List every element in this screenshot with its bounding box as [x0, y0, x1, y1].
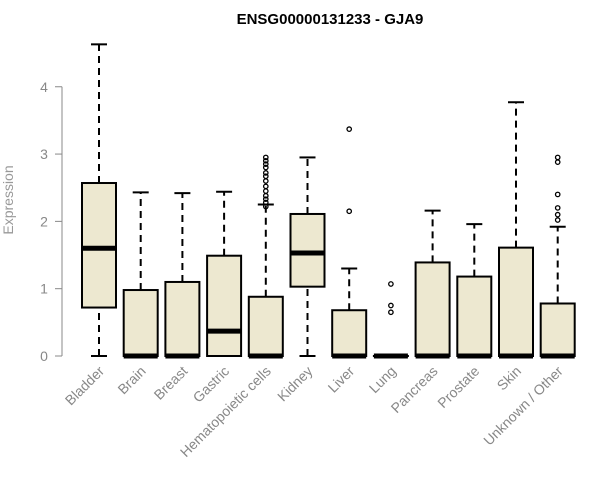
- x-tick-label: Unknown / Other: [480, 363, 566, 449]
- outlier-point: [262, 188, 269, 194]
- outlier-point: [346, 208, 353, 215]
- x-tick-label: Bladder: [62, 363, 108, 409]
- box-rect: [247, 295, 284, 358]
- y-axis-label: Expression: [0, 165, 16, 234]
- box-rect: [122, 289, 159, 358]
- box-10: [498, 101, 534, 359]
- box-1: [122, 191, 159, 359]
- box-9: [456, 223, 493, 359]
- box-0: [81, 43, 117, 357]
- outlier-point: [388, 281, 394, 287]
- box-11: [539, 154, 576, 359]
- box-rect: [456, 275, 493, 358]
- outlier-point: [262, 170, 269, 176]
- x-tick-label: Breast: [151, 363, 191, 403]
- outlier-point: [262, 164, 269, 171]
- box-3: [206, 190, 243, 358]
- y-tick-label: 0: [40, 348, 48, 364]
- x-tick-label: Lung: [366, 363, 399, 396]
- box-rect: [539, 302, 576, 357]
- box-5: [289, 156, 326, 357]
- outlier-point: [388, 309, 394, 316]
- x-tick-label: Prostate: [434, 363, 482, 411]
- outlier-point: [554, 211, 561, 218]
- box-rect: [331, 309, 368, 358]
- outlier-point: [388, 302, 394, 309]
- outlier-point: [262, 157, 269, 164]
- box-7: [372, 281, 409, 359]
- outlier-point: [262, 173, 269, 180]
- outlier-point: [554, 159, 561, 165]
- box-rect: [164, 280, 201, 358]
- box-8: [414, 209, 451, 359]
- box-rect: [81, 182, 117, 309]
- x-tick-label: Liver: [325, 363, 358, 396]
- y-axis: 0 1 2 3 4: [40, 79, 63, 364]
- outlier-point: [554, 191, 561, 198]
- y-tick-label: 4: [40, 79, 48, 95]
- outlier-point: [262, 199, 269, 206]
- outlier-point: [262, 178, 269, 184]
- outlier-point: [554, 154, 561, 161]
- y-tick-label: 1: [40, 281, 48, 297]
- y-tick-label: 2: [40, 213, 48, 229]
- box-rect: [289, 212, 326, 288]
- y-tick-label: 3: [40, 146, 48, 162]
- box-rect: [206, 254, 243, 358]
- box-rect: [414, 261, 451, 357]
- outlier-point: [554, 217, 561, 223]
- outlier-point: [262, 196, 269, 203]
- box-6: [331, 126, 368, 359]
- x-tick-label: Brain: [114, 363, 148, 397]
- x-tick-label: Skin: [494, 363, 525, 394]
- plot-area: [81, 43, 576, 359]
- box-rect: [498, 246, 534, 357]
- outlier-point: [346, 126, 353, 133]
- box-4: [247, 154, 284, 359]
- outlier-point: [262, 183, 269, 190]
- chart-title: ENSG00000131233 - GJA9: [237, 11, 424, 28]
- box-2: [164, 192, 201, 359]
- x-tick-label: Kidney: [274, 363, 316, 405]
- outlier-point: [262, 154, 269, 161]
- outlier-point: [554, 205, 561, 211]
- outlier-point: [262, 161, 269, 168]
